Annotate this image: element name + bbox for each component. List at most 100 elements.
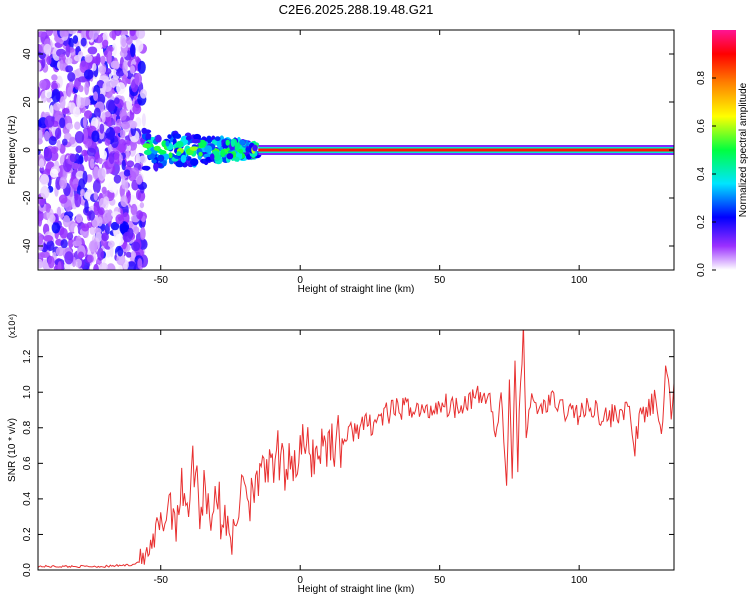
noise-blob bbox=[88, 210, 95, 221]
noise-blob bbox=[106, 250, 111, 258]
y-tick-label: 1.2 bbox=[22, 349, 33, 363]
noise-blob bbox=[51, 88, 61, 103]
band-blob bbox=[158, 150, 167, 155]
noise-blob bbox=[98, 65, 107, 75]
colorbar-tick-label: 0.0 bbox=[696, 263, 707, 277]
noise-blob bbox=[83, 69, 94, 80]
noise-blob bbox=[40, 251, 50, 258]
noise-blob bbox=[108, 240, 115, 248]
noise-blob bbox=[46, 240, 55, 252]
noise-blob bbox=[140, 89, 147, 99]
noise-blob bbox=[84, 54, 93, 63]
y-tick-label: 0.8 bbox=[22, 420, 33, 434]
band-blob bbox=[144, 166, 150, 171]
noise-blob bbox=[97, 216, 103, 227]
noise-blob bbox=[100, 55, 106, 65]
noise-blob bbox=[125, 251, 132, 258]
noise-blob bbox=[135, 173, 143, 185]
noise-blob bbox=[93, 263, 99, 270]
noise-blob bbox=[38, 158, 45, 169]
noise-blob bbox=[59, 143, 66, 154]
colorbar-tick-label: 0.8 bbox=[696, 71, 707, 85]
colorbar: 0.0 0.2 0.4 0.6 0.8 Normalized spectral ampl… bbox=[696, 30, 749, 277]
noise-blob bbox=[70, 163, 80, 170]
noise-blob bbox=[102, 81, 112, 93]
noise-blob bbox=[89, 225, 96, 235]
x-tick-label: 0 bbox=[297, 275, 303, 286]
noise-blob bbox=[107, 209, 114, 222]
figure-title: C2E6.2025.288.19.48.G21 bbox=[279, 2, 434, 17]
noise-blob bbox=[93, 91, 99, 101]
noise-blob bbox=[114, 233, 125, 246]
noise-blob bbox=[106, 263, 116, 270]
band-blob bbox=[151, 159, 157, 164]
noise-blob bbox=[43, 147, 53, 159]
snr-ylabel: SNR (10 * v/v) bbox=[7, 418, 18, 482]
noise-blob bbox=[88, 30, 99, 40]
noise-blob bbox=[54, 127, 62, 140]
noise-blob bbox=[62, 107, 70, 114]
noise-blob bbox=[130, 251, 137, 258]
noise-blob bbox=[74, 225, 79, 236]
noise-blob bbox=[134, 72, 142, 86]
noise-blob bbox=[97, 247, 104, 261]
noise-blob bbox=[46, 56, 52, 65]
noise-blob bbox=[65, 122, 74, 130]
noise-blob bbox=[139, 202, 145, 209]
band-blob bbox=[189, 146, 199, 151]
band-blob bbox=[143, 149, 152, 156]
noise-blob bbox=[126, 160, 135, 168]
noise-blob bbox=[135, 56, 140, 64]
noise-blob bbox=[110, 60, 120, 69]
noise-blob bbox=[75, 213, 83, 223]
y-tick-label: -40 bbox=[22, 238, 33, 253]
noise-blob bbox=[51, 222, 61, 234]
noise-blob bbox=[65, 65, 74, 73]
noise-blob bbox=[99, 262, 108, 270]
spectrogram-panel: -50 0 50 100 -40 -20 0 20 40 Height of straight … bbox=[7, 29, 675, 295]
noise-blob bbox=[51, 82, 58, 90]
snr-frame bbox=[37, 329, 675, 571]
band-blob bbox=[239, 139, 246, 146]
band-blob bbox=[238, 148, 243, 154]
noise-blob bbox=[72, 106, 81, 118]
noise-blob bbox=[121, 37, 127, 48]
spectrogram-xlabel: Height of straight line (km) bbox=[298, 284, 415, 295]
noise-blob bbox=[64, 251, 74, 265]
noise-blob bbox=[59, 176, 68, 190]
noise-blob bbox=[44, 89, 53, 99]
x-tick-label: -50 bbox=[154, 275, 169, 286]
noise-blob bbox=[47, 256, 55, 269]
noise-blob bbox=[84, 110, 93, 119]
noise-blob bbox=[92, 63, 97, 72]
noise-blob bbox=[139, 155, 147, 164]
noise-blob bbox=[121, 121, 130, 130]
noise-blob bbox=[68, 220, 76, 233]
noise-blob bbox=[135, 40, 144, 53]
noise-blob bbox=[49, 104, 54, 118]
noise-blob bbox=[49, 168, 59, 178]
band-blob bbox=[185, 135, 192, 141]
noise-blob bbox=[107, 50, 112, 65]
band-blob bbox=[214, 136, 221, 142]
noise-blob bbox=[125, 150, 130, 159]
noise-blob bbox=[38, 258, 43, 269]
noise-blob bbox=[43, 43, 52, 55]
noise-blob bbox=[81, 223, 90, 232]
noise-blob bbox=[139, 227, 146, 241]
band-blob bbox=[175, 140, 184, 148]
band-blob bbox=[162, 160, 167, 167]
noise-blob bbox=[113, 150, 121, 165]
band-blob bbox=[145, 133, 152, 140]
noise-blob bbox=[38, 61, 42, 72]
noise-blob bbox=[39, 166, 44, 174]
noise-blob bbox=[49, 67, 54, 74]
noise-blob bbox=[83, 191, 91, 200]
y-tick-label: 1.0 bbox=[22, 385, 33, 399]
noise-blob bbox=[131, 241, 141, 252]
noise-blob bbox=[41, 57, 46, 69]
colorbar-tick-label: 0.2 bbox=[696, 215, 707, 229]
noise-blob bbox=[101, 112, 106, 123]
colorbar-label: Normalized spectral amplitude bbox=[738, 82, 749, 217]
noise-blob bbox=[137, 60, 146, 74]
